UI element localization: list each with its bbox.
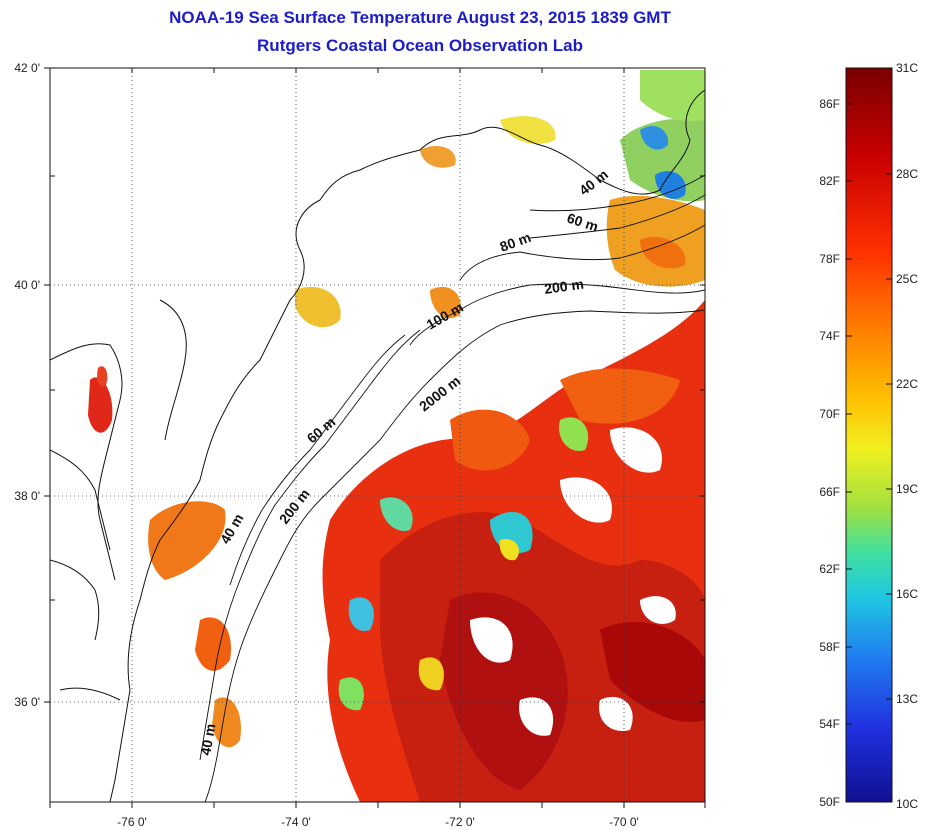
bathymetry-contours bbox=[199, 174, 705, 802]
fahrenheit-label: 58F bbox=[819, 640, 840, 654]
celsius-label: 25C bbox=[896, 272, 918, 286]
fahrenheit-label: 54F bbox=[819, 717, 840, 731]
fahrenheit-label: 82F bbox=[819, 174, 840, 188]
coastline bbox=[50, 89, 705, 802]
lat-label: 36 0' bbox=[14, 695, 40, 709]
contour-label: 40 m bbox=[197, 722, 218, 756]
fahrenheit-label: 50F bbox=[819, 795, 840, 809]
colorbar-gradient bbox=[845, 67, 893, 803]
celsius-label: 16C bbox=[896, 587, 918, 601]
celsius-label: 22C bbox=[896, 377, 918, 391]
lat-label: 38 0' bbox=[14, 489, 40, 503]
fahrenheit-label: 74F bbox=[819, 329, 840, 343]
map-area: 40 m 60 m 80 m 200 m 100 m 2000 m 60 m 4… bbox=[50, 68, 705, 802]
celsius-label: 19C bbox=[896, 482, 918, 496]
lat-label: 40 0' bbox=[14, 278, 40, 292]
contour-label: 200 m bbox=[543, 276, 585, 297]
fahrenheit-label: 86F bbox=[819, 97, 840, 111]
lat-label: 42 0' bbox=[14, 61, 40, 75]
celsius-label: 10C bbox=[896, 797, 918, 811]
lon-label: -74 0' bbox=[281, 815, 311, 829]
fahrenheit-label: 66F bbox=[819, 485, 840, 499]
celsius-label: 28C bbox=[896, 167, 918, 181]
fahrenheit-label: 70F bbox=[819, 407, 840, 421]
lon-label: -72 0' bbox=[445, 815, 475, 829]
longitude-labels: -76 0' -74 0' -72 0' -70 0' bbox=[117, 815, 639, 829]
fahrenheit-label: 62F bbox=[819, 562, 840, 576]
celsius-label: 31C bbox=[896, 61, 918, 75]
fahrenheit-label: 78F bbox=[819, 252, 840, 266]
map-title: NOAA-19 Sea Surface Temperature August 2… bbox=[169, 8, 671, 27]
lon-label: -70 0' bbox=[609, 815, 639, 829]
map-subtitle: Rutgers Coastal Ocean Observation Lab bbox=[257, 36, 583, 55]
lon-label: -76 0' bbox=[117, 815, 147, 829]
axis-ticks bbox=[44, 67, 706, 808]
colorbar: 86F 82F 78F 74F 70F 66F 62F 58F 54F 50F … bbox=[819, 61, 918, 811]
celsius-label: 13C bbox=[896, 692, 918, 706]
latitude-labels: 42 0' 40 0' 38 0' 36 0' bbox=[14, 61, 40, 709]
